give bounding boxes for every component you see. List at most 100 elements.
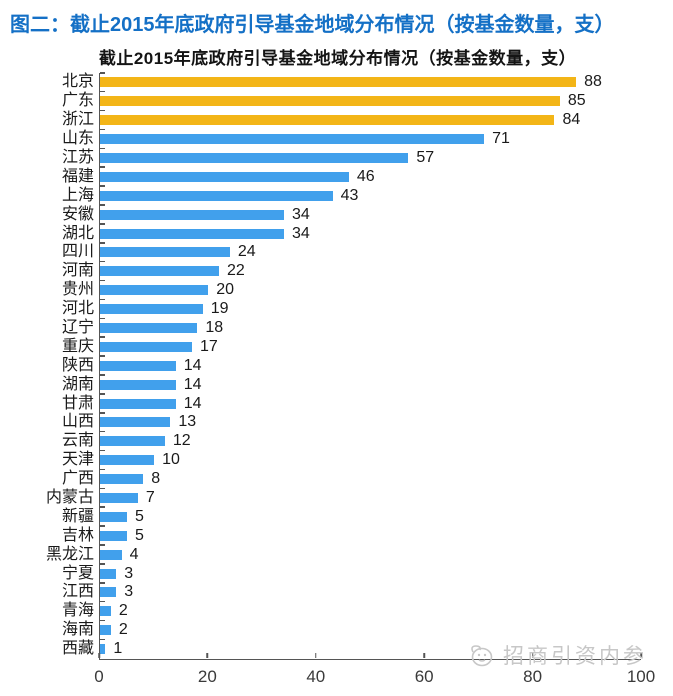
y-axis-tick — [100, 223, 105, 225]
category-label: 黑龙江 — [45, 545, 94, 563]
y-axis-tick — [100, 412, 105, 414]
y-axis-tick — [100, 128, 105, 131]
bar-track: 2 — [99, 600, 641, 621]
category-label: 四川 — [61, 243, 94, 261]
value-label: 34 — [291, 224, 310, 242]
value-label: 24 — [237, 243, 256, 261]
bar — [100, 398, 176, 409]
bar-track: 1 — [99, 638, 641, 659]
bar — [100, 474, 144, 485]
x-axis-tick — [423, 653, 425, 659]
value-label: 85 — [567, 92, 586, 110]
value-label: 8 — [151, 470, 161, 488]
bar-row: 湖北 34 — [10, 223, 665, 244]
chart-title: 截止2015年底政府引导基金地域分布情况（按基金数量，支） — [98, 49, 577, 68]
bar-track: 3 — [99, 563, 641, 584]
bar-row: 广东 85 — [10, 90, 665, 111]
y-axis-tick — [100, 185, 105, 187]
value-label: 84 — [562, 111, 581, 129]
bar-row: 海南 2 — [10, 619, 665, 640]
value-label: 5 — [135, 526, 144, 544]
value-label: 7 — [145, 489, 155, 507]
value-label: 2 — [118, 621, 128, 639]
y-axis-tick — [100, 279, 105, 282]
category-label: 河南 — [61, 262, 94, 280]
bar-row: 江西 3 — [10, 582, 665, 602]
bar-track: 14 — [99, 393, 641, 414]
bar-track: 46 — [99, 166, 641, 187]
bar-track: 12 — [99, 430, 641, 451]
value-label: 14 — [183, 394, 202, 412]
bar-track: 85 — [99, 90, 641, 111]
category-label: 辽宁 — [61, 319, 94, 337]
bar — [100, 115, 555, 126]
category-label: 天津 — [61, 451, 94, 469]
category-label: 内蒙古 — [45, 489, 94, 507]
bar-row: 上海 43 — [10, 185, 665, 206]
bar — [100, 360, 176, 371]
category-label: 重庆 — [61, 337, 94, 355]
category-label: 甘肃 — [61, 394, 94, 412]
y-axis-tick — [100, 563, 105, 565]
bar — [100, 134, 485, 145]
x-axis-tick — [531, 653, 534, 659]
bar-track: 4 — [99, 544, 641, 565]
bar-row: 江苏 57 — [10, 147, 665, 168]
bar-track: 22 — [99, 260, 641, 281]
bar-track: 2 — [99, 619, 641, 640]
bar — [100, 304, 203, 315]
y-axis-tick — [100, 260, 105, 263]
category-label: 陕西 — [61, 356, 94, 374]
y-axis-tick — [100, 109, 105, 112]
x-tick-label: 40 — [306, 666, 326, 686]
y-axis-tick — [100, 374, 105, 376]
category-label: 湖北 — [61, 224, 94, 242]
bar-track: 84 — [99, 109, 641, 130]
y-axis-tick — [100, 487, 105, 490]
category-label: 海南 — [61, 621, 94, 639]
chart-plot-area: 北京 88 广东 85 浙江 84 山东 71 江苏 57 福建 46 上海 43 安徽 34 湖北 34 四川 24… — [10, 72, 665, 659]
x-axis-tick — [206, 653, 209, 659]
bar — [100, 209, 284, 220]
bar-track: 57 — [99, 147, 641, 168]
x-tick-label: 20 — [197, 666, 217, 686]
figure-caption: 图二：截止2015年底政府引导基金地域分布情况（按基金数量，支） — [10, 14, 615, 36]
y-axis-tick — [100, 242, 105, 244]
bar-row: 山西 13 — [10, 412, 665, 432]
y-axis-tick — [100, 582, 105, 584]
bar — [100, 530, 128, 541]
bar-track: 19 — [99, 298, 641, 319]
bar-row: 河北 19 — [10, 298, 665, 319]
y-axis-tick — [100, 147, 105, 150]
value-label: 18 — [205, 319, 224, 337]
value-label: 13 — [178, 413, 197, 431]
bar-chart: 截止2015年底政府引导基金地域分布情况（按基金数量，支） 北京 88 广东 85 浙江… — [10, 44, 665, 696]
bar-row: 河南 22 — [10, 260, 665, 281]
bar-row: 福建 46 — [10, 166, 665, 187]
y-axis-tick — [100, 166, 105, 168]
bar-track: 18 — [99, 317, 641, 338]
bar — [100, 190, 333, 201]
bar-row: 吉林 5 — [10, 525, 665, 546]
bar-row: 云南 12 — [10, 430, 665, 451]
category-label: 上海 — [61, 186, 94, 204]
bar — [100, 549, 122, 560]
bar — [100, 171, 349, 182]
value-label: 10 — [162, 451, 180, 469]
x-tick-label: 60 — [414, 666, 434, 686]
bar — [100, 266, 220, 277]
category-label: 吉林 — [61, 526, 94, 544]
y-axis-tick — [100, 506, 105, 508]
value-label: 88 — [584, 73, 602, 91]
bar — [100, 606, 111, 617]
y-axis-tick — [100, 298, 105, 301]
x-axis-tick — [315, 653, 317, 659]
category-label: 山西 — [61, 413, 94, 431]
category-label: 广东 — [61, 92, 94, 110]
bar-track: 43 — [99, 185, 641, 206]
y-axis-tick — [100, 544, 105, 546]
y-axis-tick — [100, 600, 105, 603]
bar-track: 3 — [99, 582, 641, 602]
y-axis-tick — [100, 336, 105, 338]
category-label: 湖南 — [61, 375, 94, 393]
